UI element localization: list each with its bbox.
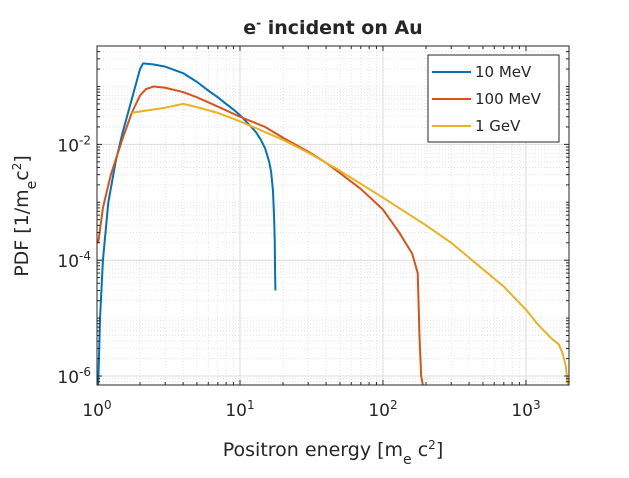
legend-label-1: 10 MeV <box>475 63 532 81</box>
series-line-3 <box>131 102 569 385</box>
y-tick-label: 10-4 <box>57 249 91 272</box>
x-axis-label: Positron energy [me c2] <box>223 438 443 468</box>
y-tick-labels: 10-6 10-4 10-2 <box>57 133 91 388</box>
legend: 10 MeV 100 MeV 1 GeV <box>427 54 560 143</box>
axis-ticks <box>96 46 569 385</box>
y-axis-label: PDF [1/mec2] <box>10 155 40 277</box>
x-tick-label: 103 <box>511 398 540 421</box>
legend-label-3: 1 GeV <box>475 117 521 135</box>
y-tick-label: 10-2 <box>57 133 91 156</box>
chart-title: e- incident on Au <box>243 16 422 39</box>
x-tick-labels: 100 101 102 103 <box>82 398 540 421</box>
series-line-2 <box>97 85 424 385</box>
series-line-1 <box>97 62 277 385</box>
y-tick-label: 10-6 <box>57 365 91 388</box>
x-tick-label: 102 <box>368 398 397 421</box>
x-tick-label: 101 <box>225 398 254 421</box>
x-tick-label: 100 <box>82 398 111 421</box>
plot-lines <box>97 62 569 385</box>
legend-label-2: 100 MeV <box>475 90 542 108</box>
